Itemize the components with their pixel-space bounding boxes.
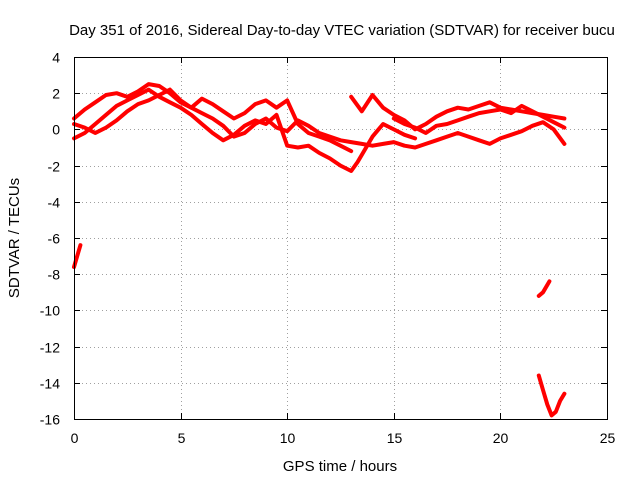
x-tick-label: 5: [178, 430, 186, 446]
series-arc-5: [391, 103, 567, 135]
y-tick-label: -12: [40, 340, 60, 356]
series-arc-8: [536, 373, 567, 418]
series-arc-2: [72, 87, 418, 173]
x-tick-label: 15: [387, 430, 403, 446]
x-tick-label: 20: [493, 430, 509, 446]
x-tick-label: 0: [71, 430, 79, 446]
y-tick-label: -2: [48, 159, 61, 175]
chart-title: Day 351 of 2016, Sidereal Day-to-day VTE…: [69, 22, 615, 39]
y-tick-label: -14: [40, 376, 60, 392]
y-tick-label: 4: [52, 50, 60, 66]
grid-layer: [74, 57, 607, 419]
series-arc-7: [536, 279, 552, 298]
series-layer: [72, 82, 567, 418]
y-tick-label: -4: [48, 195, 61, 211]
x-axis-title: GPS time / hours: [283, 458, 397, 475]
series-arc-6: [72, 243, 83, 269]
x-tick-label: 25: [600, 430, 616, 446]
x-tick-label: 10: [280, 430, 296, 446]
y-tick-label: -6: [48, 231, 61, 247]
y-tick-label: -16: [40, 412, 60, 428]
series-arc-1: [72, 82, 354, 154]
y-tick-label: -8: [48, 267, 61, 283]
y-tick-label: 0: [52, 122, 60, 138]
series-arc-3: [72, 87, 567, 150]
y-tick-label: -10: [40, 303, 60, 319]
series-arc-4: [349, 93, 567, 132]
y-tick-label: 2: [52, 86, 60, 102]
y-axis-title: SDTVAR / TECUs: [6, 178, 23, 298]
